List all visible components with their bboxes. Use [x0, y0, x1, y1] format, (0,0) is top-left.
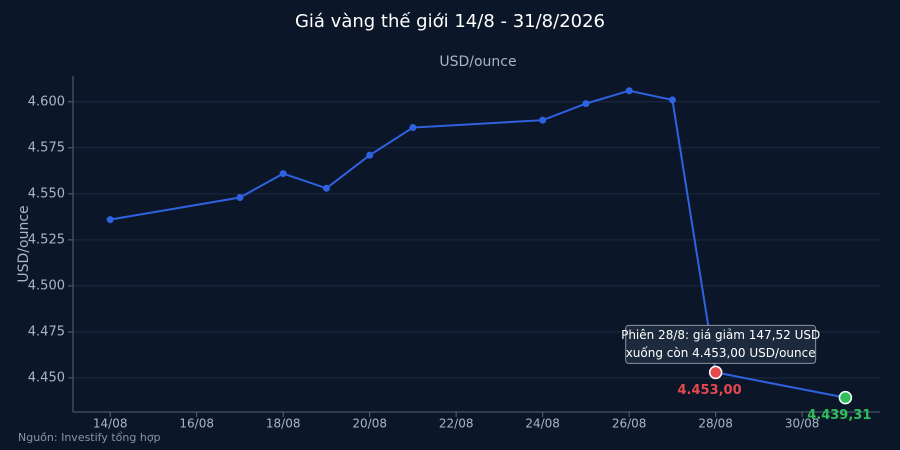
y-tick-label: 4.450: [28, 370, 65, 385]
x-tick-label: 24/08: [525, 417, 560, 431]
data-point: [236, 194, 244, 202]
x-tick-label: 28/08: [698, 417, 733, 431]
series-line: [110, 89, 846, 399]
y-axis-title: USD/ounce: [16, 205, 32, 282]
value-label: 4.453,00: [678, 383, 742, 398]
chart-title: Giá vàng thế giới 14/8 - 31/8/2026: [295, 11, 605, 32]
data-point: [106, 216, 114, 224]
annotation-text: Phiên 28/8: giá giảm 147,52 USD: [621, 328, 820, 342]
y-tick-label: 4.500: [28, 278, 65, 293]
data-point: [625, 87, 633, 95]
source-note: Nguồn: Investify tổng hợp: [18, 431, 161, 444]
data-point: [279, 170, 287, 178]
y-tick-label: 4.525: [28, 232, 65, 247]
data-point: [668, 96, 676, 104]
y-tick-label: 4.550: [28, 186, 65, 201]
x-tick-label: 26/08: [612, 417, 647, 431]
y-tick-label: 4.600: [28, 94, 65, 109]
chart-subtitle: USD/ounce: [439, 54, 516, 70]
data-point: [539, 116, 547, 124]
x-tick-label: 18/08: [266, 417, 301, 431]
data-point: [838, 390, 853, 405]
data-point: [366, 151, 374, 159]
annotation-text: xuống còn 4.453,00 USD/ounce: [626, 346, 816, 360]
data-point: [322, 184, 330, 192]
y-tick-label: 4.475: [28, 324, 65, 339]
x-tick-label: 20/08: [352, 417, 387, 431]
value-label: 4.439,31: [807, 408, 871, 423]
annotation-box: [625, 324, 817, 364]
x-tick-label: 30/08: [785, 417, 820, 431]
y-tick-label: 4.575: [28, 140, 65, 155]
x-tick-label: 22/08: [439, 417, 474, 431]
data-point: [582, 100, 590, 108]
data-point: [708, 365, 723, 380]
data-point: [409, 124, 417, 132]
x-tick-label: 16/08: [179, 417, 214, 431]
x-tick-label: 14/08: [93, 417, 128, 431]
